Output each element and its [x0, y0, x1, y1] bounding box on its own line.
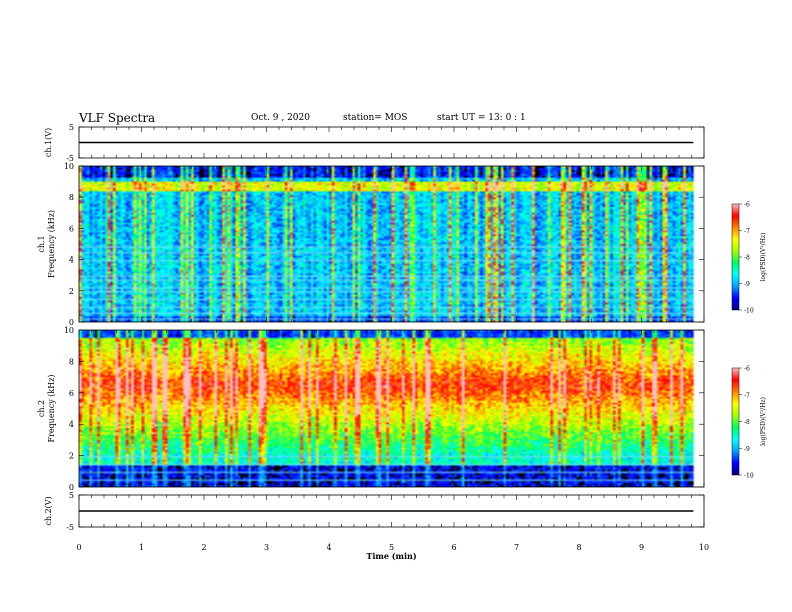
y-tick-label: 0 [69, 483, 74, 492]
x-tick-label: 3 [264, 543, 269, 552]
colorbar-tick-label: -7 [744, 392, 750, 399]
colorbar [731, 203, 740, 311]
ch2-spectrogram-image [79, 330, 704, 487]
x-axis-label: Time (min) [366, 551, 416, 561]
colorbar-tick-label: -6 [744, 366, 750, 373]
x-tick-label: 4 [326, 543, 331, 552]
x-tick-label: 7 [514, 543, 519, 552]
colorbar-tick-label: -10 [744, 473, 754, 480]
date-label: Oct. 9 , 2020 [251, 113, 310, 123]
colorbar-tick-label: -10 [744, 308, 754, 315]
colorbar-tick-label: -8 [744, 419, 750, 426]
colorbar-tick-label: -9 [744, 446, 750, 453]
y-tick-label: 0 [69, 318, 74, 327]
x-tick-label: 9 [639, 543, 644, 552]
y-tick-label: -5 [66, 523, 74, 532]
y-tick-label: 2 [69, 452, 74, 461]
x-tick-label: 2 [201, 543, 206, 552]
x-tick-label: 1 [139, 543, 144, 552]
x-tick-label: 6 [451, 543, 456, 552]
ch1-spectrogram-image [79, 166, 704, 322]
colorbar-tick-label: -6 [744, 202, 750, 209]
station-label: station= MOS [343, 113, 408, 123]
y-tick-label: 6 [69, 224, 74, 233]
ch2-waveform-ylabel: ch.2(V) [44, 496, 53, 525]
y-tick-label: 2 [69, 287, 74, 296]
y-tick-label: 4 [69, 256, 74, 265]
y-tick-label: 10 [64, 162, 74, 171]
y-tick-label: 10 [64, 326, 74, 335]
colorbar-tick-label: -8 [744, 255, 750, 262]
x-tick-label: 8 [576, 543, 581, 552]
colorbar-tick-label: -7 [744, 228, 750, 235]
start-time-label: start UT = 13: 0 : 1 [437, 113, 526, 123]
x-tick-label: 10 [699, 543, 709, 552]
ch1-spectrogram-ylabel: Frequency (kHz) [47, 210, 56, 278]
y-tick-label: -5 [66, 154, 74, 163]
y-tick-label: 5 [69, 491, 74, 500]
colorbar [731, 367, 740, 476]
ch2-spectrogram-ylabel: ch.2 [37, 400, 46, 417]
x-tick-label: 5 [389, 543, 394, 552]
ch2-spectrogram-ylabel: Frequency (kHz) [47, 374, 56, 442]
colorbar-label: log(PSD)(V²/Hz) [760, 397, 767, 446]
colorbar-label: log(PSD)(V²/Hz) [760, 233, 767, 282]
y-tick-label: 8 [69, 193, 74, 202]
colorbar-tick-label: -9 [744, 281, 750, 288]
ch1-spectrogram-ylabel: ch.1 [37, 235, 46, 252]
ch1-waveform-ylabel: ch.1(V) [44, 128, 53, 157]
y-tick-label: 8 [69, 357, 74, 366]
y-tick-label: 5 [69, 123, 74, 132]
y-tick-label: 4 [69, 420, 74, 429]
y-tick-label: 6 [69, 389, 74, 398]
figure-title: VLF Spectra [79, 111, 156, 125]
x-tick-label: 0 [76, 543, 81, 552]
